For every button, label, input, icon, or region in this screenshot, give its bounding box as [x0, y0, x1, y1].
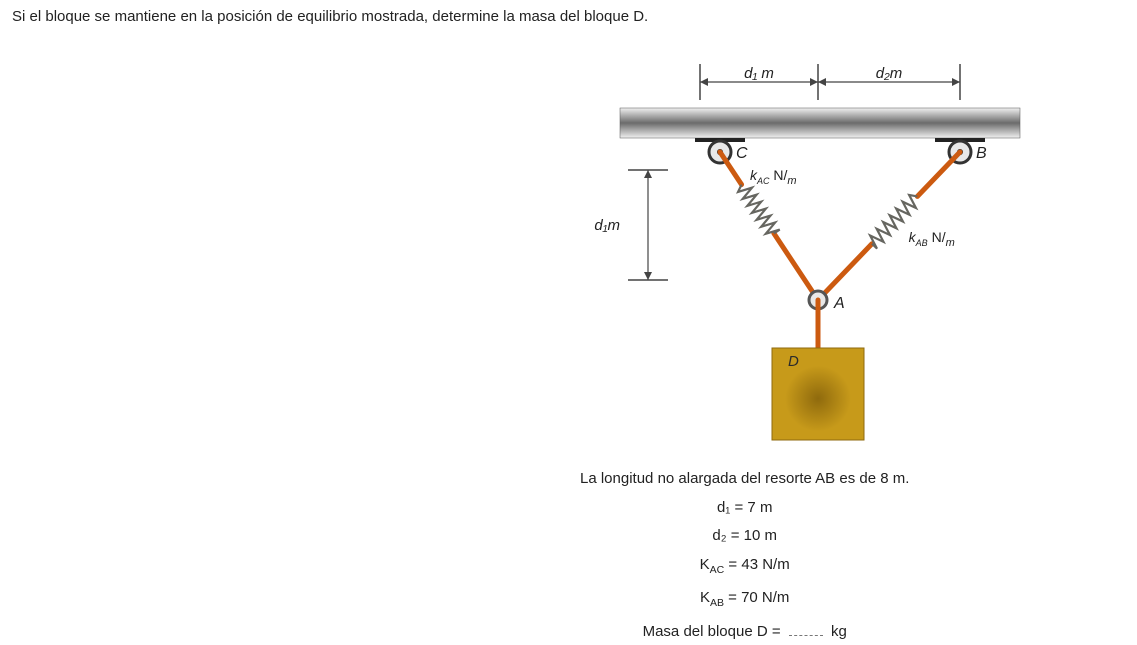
- answer-unit: kg: [831, 623, 847, 640]
- svg-text:B: B: [976, 145, 987, 162]
- svg-text:C: C: [736, 145, 748, 162]
- svg-text:d₂m: d₂m: [876, 65, 903, 82]
- answer-row: Masa del bloque D = kg: [580, 618, 909, 645]
- question-text: Si el bloque se mantiene en la posición …: [12, 8, 648, 25]
- equilibrium-diagram: d₁ m d₂m d₁m C B A DkAC N/m kAB N/m: [560, 40, 1060, 460]
- svg-text:A: A: [833, 295, 845, 312]
- svg-text:d₁ m: d₁ m: [744, 65, 774, 82]
- answer-blank[interactable]: [789, 620, 823, 636]
- answer-label: Masa del bloque D =: [643, 623, 785, 640]
- unstretched-length: La longitud no alargada del resorte AB e…: [580, 465, 909, 494]
- value-d2: d₂ = 10 m: [580, 522, 909, 551]
- given-values: La longitud no alargada del resorte AB e…: [580, 465, 909, 645]
- svg-text:d₁m: d₁m: [594, 217, 620, 234]
- value-kab: KAB = 70 N/m: [580, 584, 909, 618]
- svg-text:kAB N/m: kAB N/m: [909, 229, 955, 249]
- svg-text:D: D: [788, 353, 799, 370]
- svg-text:kAC N/m: kAC N/m: [750, 167, 797, 187]
- value-kac: KAC = 43 N/m: [580, 551, 909, 585]
- value-d1: d₁ = 7 m: [580, 494, 909, 523]
